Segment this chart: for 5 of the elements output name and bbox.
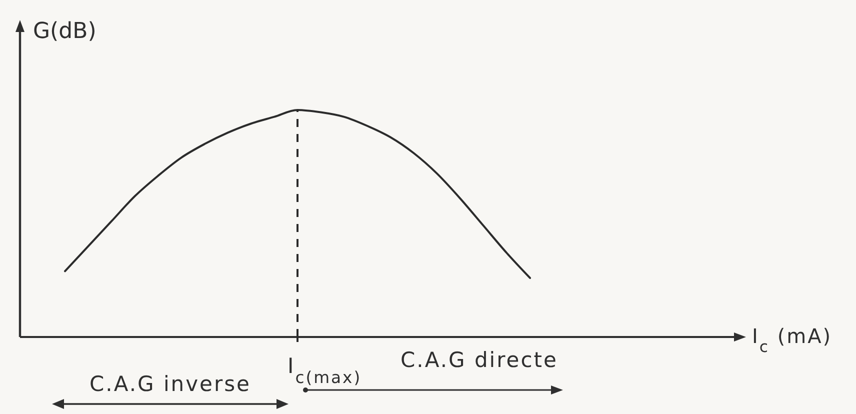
text: C.A.G directe xyxy=(400,348,558,372)
text: I$_{c(max)}$ xyxy=(288,354,362,386)
y-axis-title: G(dB) xyxy=(33,19,96,44)
text: C.A.G inverse xyxy=(90,372,251,396)
text: I$_{c}$ (mA) xyxy=(752,324,832,356)
